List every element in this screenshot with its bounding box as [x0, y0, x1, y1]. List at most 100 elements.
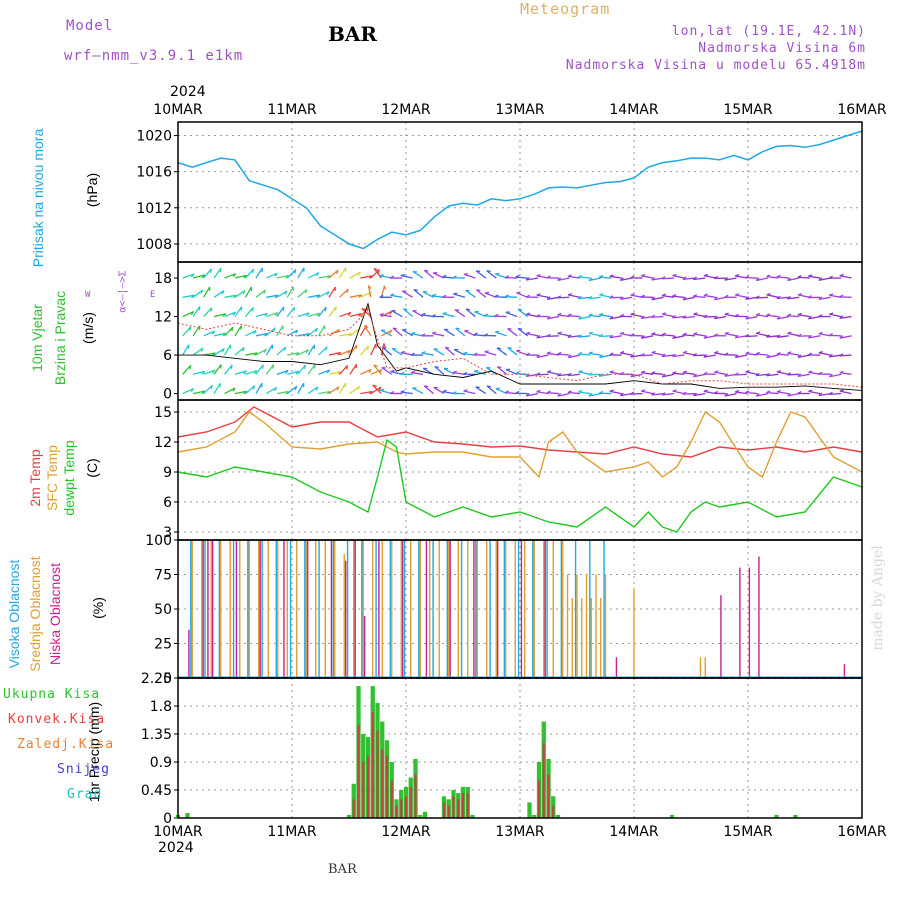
- wind-barb-head: [619, 392, 624, 397]
- wind-barb: [255, 312, 268, 318]
- wind-barb: [507, 328, 518, 337]
- wind-barb-head: [452, 370, 457, 374]
- wind-barb-head: [546, 315, 551, 320]
- wind-barb: [265, 364, 275, 375]
- wind-barb-head: [839, 315, 844, 319]
- wind-barb: [349, 328, 360, 337]
- wind-barb: [567, 391, 580, 395]
- wind-barb: [818, 333, 831, 337]
- wind-barb: [766, 275, 779, 279]
- pressure-tick-label: 1016: [136, 165, 172, 181]
- wind-barb-head: [452, 391, 457, 395]
- wind-barb-head: [380, 388, 385, 392]
- wind-barb-head: [818, 350, 823, 354]
- wind-barb-head: [567, 313, 572, 317]
- wind-barb: [682, 371, 695, 375]
- wind-barb: [382, 346, 393, 356]
- wind-barb: [307, 386, 319, 395]
- wind-barb: [453, 293, 466, 298]
- wind-barb-head: [672, 353, 677, 357]
- wind-barb: [402, 290, 413, 298]
- wind-barb: [339, 288, 349, 298]
- wind-barb: [203, 384, 213, 395]
- wind-barb-head: [588, 331, 594, 334]
- wind-barb-head: [619, 277, 624, 281]
- wind-barb-head: [713, 315, 718, 320]
- wind-barb-head: [189, 326, 192, 331]
- wind-barb-head: [211, 330, 216, 335]
- wind-barb: [361, 308, 372, 318]
- wind-barb: [276, 274, 289, 279]
- wind-barb: [672, 315, 685, 319]
- wind-barb: [359, 345, 369, 356]
- wind-barb-head: [619, 371, 624, 375]
- wind-barb-head: [274, 387, 278, 392]
- wind-barb: [703, 335, 716, 339]
- wind-barb: [391, 310, 403, 318]
- wind-barb-head: [364, 325, 369, 329]
- wind-barb: [255, 332, 268, 337]
- wind-barb-head: [641, 389, 646, 392]
- precip-conv-bar: [385, 755, 389, 818]
- wind-barb-head: [839, 389, 844, 392]
- precip-total-bar: [669, 814, 675, 818]
- wind-barb-head: [745, 390, 750, 394]
- wind-barb-head: [588, 277, 593, 282]
- wind-barb-head: [525, 352, 530, 356]
- wind-barb: [787, 332, 800, 337]
- wind-speed-line: [178, 302, 863, 391]
- precip-tick-label: 1.8: [150, 699, 172, 715]
- wind-barb-head: [424, 269, 429, 272]
- wind-barb: [442, 313, 455, 318]
- wind-barb-head: [465, 308, 471, 311]
- wind-barb-head: [264, 312, 268, 317]
- wind-barb-head: [829, 312, 834, 315]
- wind-barb-head: [578, 295, 583, 300]
- wind-barb: [234, 306, 243, 317]
- wind-barb: [797, 354, 810, 359]
- wind-barb: [787, 352, 800, 356]
- precip-conv-bar: [537, 780, 541, 818]
- wind-barb: [318, 346, 328, 356]
- x-tick-label-bottom: 13MAR: [495, 824, 544, 840]
- precip-conv-bar: [400, 799, 403, 818]
- wind-barb: [495, 273, 507, 279]
- panel-frame: [177, 677, 863, 819]
- wind-barb: [444, 346, 455, 356]
- wind-barb: [454, 309, 466, 318]
- wind-barb-head: [766, 354, 771, 359]
- wind-barb: [724, 313, 737, 318]
- wind-barb: [244, 268, 255, 279]
- wind-barb: [266, 294, 279, 298]
- wind-barb: [255, 348, 267, 356]
- wind-barb-head: [304, 289, 308, 294]
- wind-barb: [797, 294, 810, 298]
- wind-barb-head: [588, 372, 593, 376]
- wind-barb-head: [641, 273, 646, 277]
- wind-barb: [557, 296, 570, 299]
- wind-barb-head: [598, 333, 603, 338]
- wind-barb-head: [672, 273, 677, 277]
- wind-barb: [505, 391, 518, 395]
- precip-conv-bar: [447, 805, 450, 818]
- wind-barb-head: [515, 390, 520, 394]
- x-tick-label-top: 13MAR: [495, 102, 544, 118]
- wind-barb: [432, 332, 445, 337]
- wind-barb-head: [389, 275, 395, 279]
- wind-barb: [735, 275, 748, 279]
- wind-barb-head: [377, 269, 380, 274]
- wind-barb-head: [518, 308, 523, 311]
- wind-barb: [536, 335, 549, 339]
- wind-barb-head: [283, 346, 287, 352]
- wind-barb-head: [557, 312, 562, 316]
- wind-barb: [192, 289, 204, 298]
- wind-barb: [339, 349, 351, 356]
- wind-barb: [599, 373, 612, 377]
- wind-barb: [349, 294, 362, 298]
- wind-barb: [213, 313, 226, 318]
- wind-barb: [266, 386, 277, 395]
- wind-barb: [839, 354, 852, 357]
- wind-barb-head: [557, 277, 562, 281]
- wind-barb: [651, 372, 664, 375]
- wind-barb: [192, 347, 204, 356]
